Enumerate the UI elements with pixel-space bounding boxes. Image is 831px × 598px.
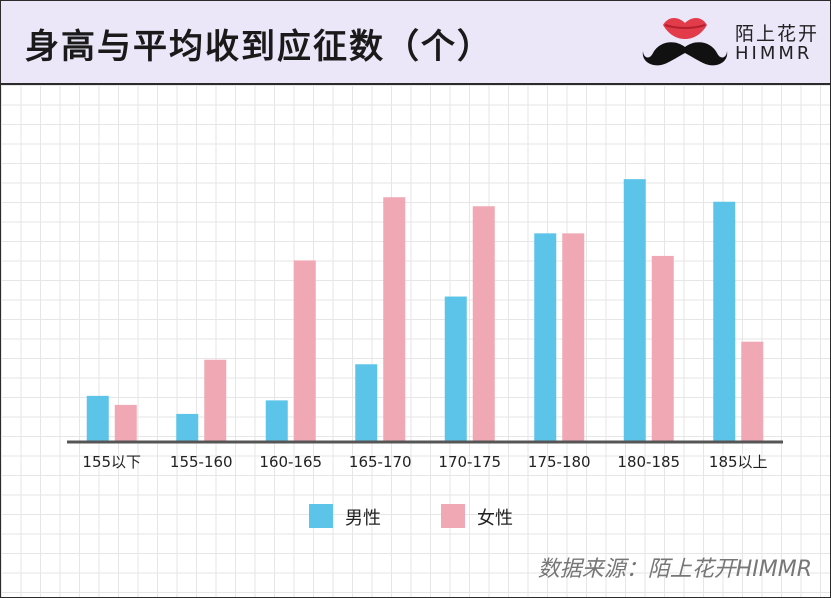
bar-female-4 [472,206,495,441]
lips-mustache-icon [642,18,728,66]
bar-female-5 [562,233,585,441]
bar-male-6 [623,179,646,441]
x-tick-label: 185以上 [709,453,768,471]
x-tick-label: 165-170 [349,453,412,471]
legend-swatch-male [309,504,333,528]
bar-male-1 [176,413,199,441]
x-tick-label: 175-180 [528,453,591,471]
x-tick-label: 160-165 [259,453,322,471]
bar-female-6 [651,255,674,441]
chart-legend: 男性 女性 [309,504,609,534]
bar-male-5 [534,233,557,441]
bar-male-3 [355,364,378,441]
x-tick-label: 155-160 [170,453,233,471]
bar-male-2 [265,400,288,441]
chart-title: 身高与平均收到应征数（个） [25,27,493,67]
bar-chart: 155以下 155-160 160-165 165-170 170-175 175-180… [67,179,783,471]
legend-swatch-female [441,504,465,528]
x-tick-label: 180-185 [617,453,680,471]
bar-male-0 [86,395,109,441]
legend-label-female: 女性 [477,508,513,529]
logo-text-en: HIMMR [735,43,813,64]
header-bar: 身高与平均收到应征数（个） 陌上花开 HIMMR [1,1,830,85]
bar-female-2 [293,260,316,441]
bar-female-7 [741,341,764,441]
bar-female-1 [204,359,227,441]
brand-logo: 陌上花开 HIMMR [641,13,821,73]
source-note: 数据来源：陌上花开HIMMR [537,557,812,582]
bar-female-3 [383,197,406,441]
x-tick-label: 155以下 [82,453,141,471]
x-tick-label: 170-175 [438,453,501,471]
bar-female-0 [114,404,137,441]
legend-label-male: 男性 [345,508,381,529]
logo-text-cn: 陌上花开 [735,23,820,45]
bar-male-4 [444,296,467,441]
bar-male-7 [713,201,736,441]
